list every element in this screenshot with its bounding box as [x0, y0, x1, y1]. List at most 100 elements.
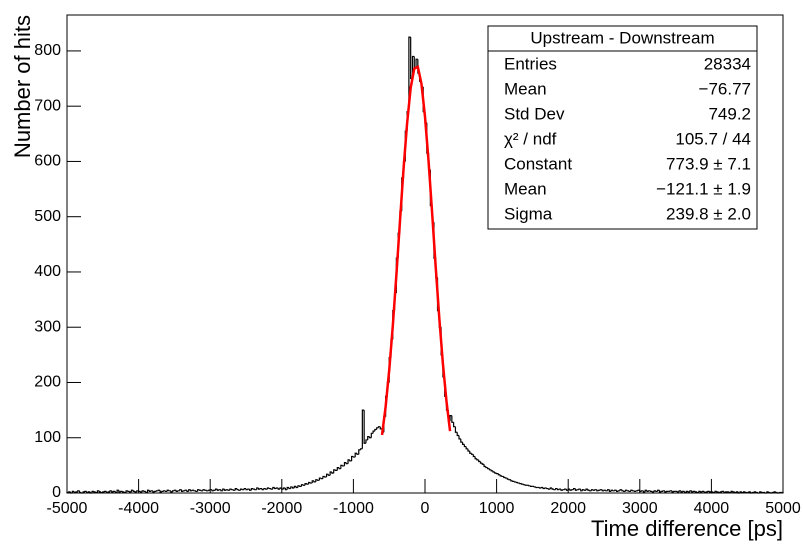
histogram-bin	[103, 490, 107, 492]
histogram-bin	[193, 490, 196, 492]
stats-label: χ² / ndf	[504, 129, 557, 148]
histogram-bin	[202, 489, 205, 491]
histogram-bin	[143, 490, 146, 492]
y-tick-label: 500	[34, 208, 61, 225]
fit-curve	[380, 65, 452, 436]
histogram-bin	[121, 491, 125, 493]
histogram-bin	[159, 490, 162, 493]
histogram-bin	[152, 490, 155, 493]
histogram-bin	[682, 490, 685, 492]
histogram-bin	[281, 488, 284, 490]
histogram-bin	[626, 490, 630, 492]
histogram-bin	[497, 473, 501, 476]
histogram-bin	[596, 489, 599, 492]
histogram-bin	[515, 481, 519, 484]
stats-box	[487, 25, 758, 230]
x-tick-label: 3000	[622, 500, 658, 517]
histogram-bin	[760, 491, 764, 494]
histogram-bin	[374, 428, 377, 432]
histogram-bin	[744, 491, 748, 494]
histogram-bin	[496, 473, 499, 475]
histogram-bin	[250, 487, 254, 491]
histogram-bin	[535, 486, 538, 489]
histogram-bin	[170, 490, 173, 493]
histogram-bin	[329, 471, 332, 476]
histogram-bin	[530, 485, 533, 487]
histogram-bin	[127, 490, 130, 492]
histogram-bin	[576, 489, 579, 491]
histogram-bin	[508, 479, 511, 481]
stats-value: 105.7 / 44	[675, 129, 751, 148]
histogram-bin	[270, 488, 273, 490]
histogram-bin	[372, 430, 375, 434]
histogram-bin	[291, 486, 295, 489]
histogram-bin	[336, 466, 340, 471]
histogram-bin	[619, 489, 622, 491]
x-tick-label: 0	[421, 500, 430, 517]
histogram-bin	[327, 474, 331, 476]
histogram-bin	[456, 432, 460, 437]
histogram-bin	[132, 490, 136, 492]
histogram-bin	[209, 489, 212, 491]
histogram-bin	[555, 487, 558, 490]
histogram-bin	[658, 490, 662, 493]
y-tick-label: 400	[34, 263, 61, 280]
histogram-bin	[352, 456, 356, 458]
histogram-bin	[265, 488, 268, 490]
histogram-bin	[138, 490, 141, 492]
histogram-bin	[359, 448, 363, 450]
histogram-bin	[172, 490, 175, 492]
histogram-bin	[694, 491, 698, 493]
histogram-bin	[338, 467, 341, 470]
histogram-bin	[617, 490, 621, 492]
histogram-bin	[599, 489, 603, 491]
histogram-bin	[492, 470, 495, 473]
histogram-bin	[499, 474, 502, 477]
histogram-bin	[589, 490, 592, 492]
histogram-bin	[642, 490, 646, 493]
histogram-bin	[111, 490, 114, 493]
histogram-bin	[483, 464, 486, 468]
histogram-bin	[112, 490, 116, 492]
histogram-bin	[91, 490, 94, 493]
stats-value: −121.1 ± 1.9	[656, 179, 751, 198]
histogram-bin	[451, 415, 454, 423]
stats-label: Constant	[504, 154, 572, 173]
histogram-bin	[107, 491, 110, 493]
histogram-bin	[691, 490, 694, 493]
stats-value: 28334	[704, 54, 751, 73]
histogram-bin	[512, 480, 515, 482]
histogram-bin	[605, 490, 608, 492]
histogram-bin	[547, 488, 551, 490]
histogram-bin	[134, 491, 137, 493]
histogram-bin	[580, 489, 583, 492]
histogram-bin	[161, 490, 164, 492]
x-tick-label: 4000	[694, 500, 730, 517]
histogram-bin	[118, 490, 121, 493]
histogram-bin	[503, 476, 506, 479]
histogram-bin	[671, 490, 674, 493]
stats-value: 749.2	[708, 104, 751, 123]
stats-label: Sigma	[504, 204, 553, 223]
histogram-bin	[709, 491, 712, 493]
histogram-bin	[707, 490, 710, 492]
histogram-bin	[154, 490, 157, 492]
histogram-bin	[701, 490, 705, 492]
histogram-bin	[521, 483, 524, 485]
histogram-bin	[188, 489, 191, 492]
histogram-bin	[220, 489, 223, 492]
histogram-bin	[590, 489, 594, 491]
y-tick-label: 100	[34, 429, 61, 446]
histogram-bin	[351, 455, 354, 461]
x-tick-label: 1000	[479, 500, 515, 517]
histogram-bin	[313, 480, 316, 483]
y-axis-label: Number of hits	[10, 15, 35, 158]
histogram-bin	[139, 491, 143, 493]
stats-label: Entries	[504, 54, 557, 73]
histogram-bin	[606, 489, 610, 491]
histogram-bin	[231, 489, 234, 491]
histogram-bin	[522, 484, 526, 486]
histogram-bin	[494, 472, 497, 474]
stats-title: Upstream - Downstream	[530, 28, 714, 47]
